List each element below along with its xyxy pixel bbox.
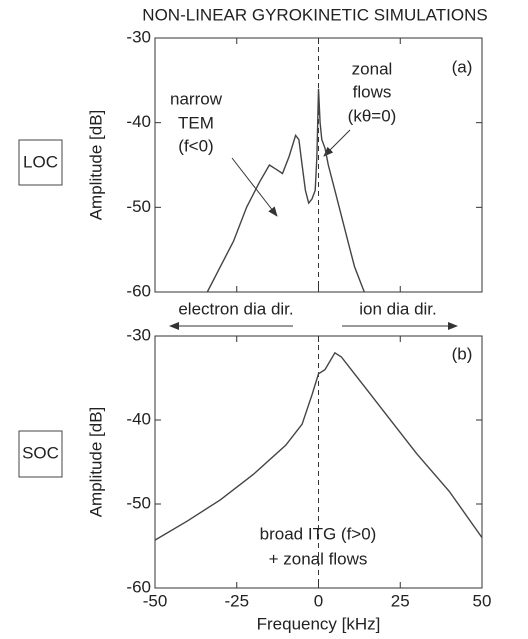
annotation: narrow (170, 89, 223, 108)
x-tick-label: -50 (143, 591, 168, 610)
y-axis-label: Amplitude [dB] (86, 407, 105, 518)
annotation: (kθ=0) (348, 106, 397, 125)
y-tick-label: -40 (126, 112, 151, 131)
annotation: (f<0) (178, 136, 213, 155)
x-tick-label: 0 (314, 591, 323, 610)
annotation: electron dia dir. (178, 299, 293, 318)
annotation: ion dia dir. (359, 299, 437, 318)
x-tick-label: 50 (473, 591, 492, 610)
line-series (206, 88, 365, 293)
annotation: broad ITG (f>0) (260, 524, 377, 543)
side-box (18, 139, 63, 186)
side-label: SOC (22, 443, 59, 462)
annotation: (b) (452, 344, 473, 363)
arrow (323, 129, 351, 157)
annotation: TEM (178, 113, 214, 132)
line-series (154, 351, 483, 541)
annotation: + zonal flows (269, 549, 368, 568)
y-tick-label: -30 (126, 27, 151, 46)
y-tick-label: -40 (126, 409, 151, 428)
x-tick-label: -25 (224, 591, 249, 610)
y-axis-label: Amplitude [dB] (86, 110, 105, 221)
annotation: flows (353, 82, 392, 101)
x-axis-label: Frequency [kHz] (257, 614, 381, 633)
arrow (231, 157, 278, 217)
x-tick-label: 25 (391, 591, 410, 610)
annotation: zonal (352, 59, 393, 78)
side-label: LOC (23, 152, 58, 171)
y-tick-label: -50 (126, 197, 151, 216)
y-tick-label: -50 (126, 493, 151, 512)
y-tick-label: -60 (126, 281, 151, 300)
side-box (18, 430, 63, 478)
annotation: (a) (452, 57, 473, 76)
title: NON-LINEAR GYROKINETIC SIMULATIONS (142, 5, 487, 24)
y-tick-label: -60 (126, 577, 151, 596)
y-tick-label: -30 (126, 325, 151, 344)
